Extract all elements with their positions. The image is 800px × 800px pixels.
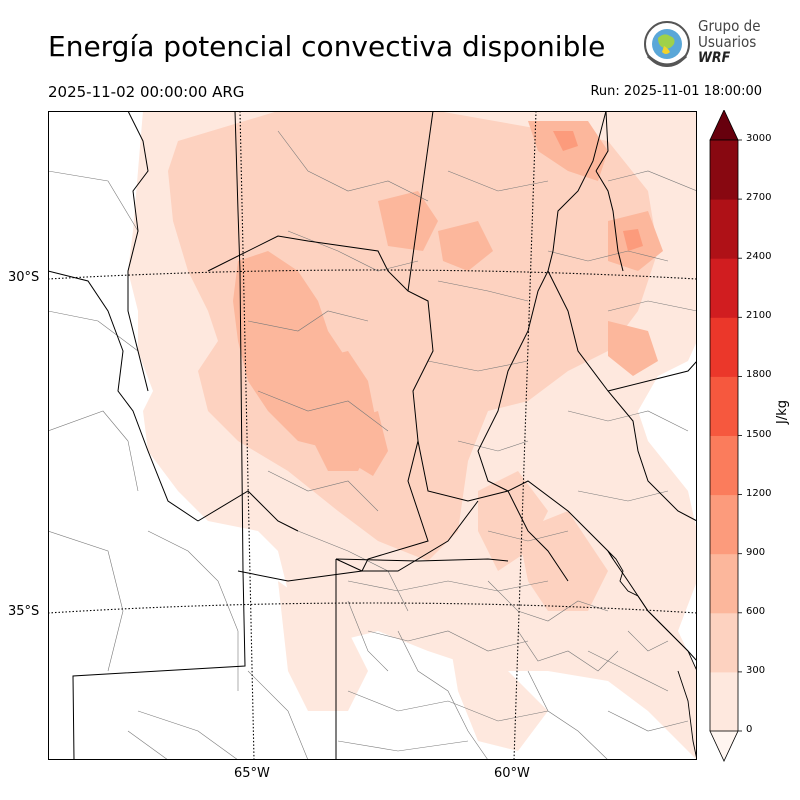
map-frame [48, 111, 697, 760]
lat-label-35s: 35°S [8, 604, 40, 619]
colorbar-bin [710, 376, 738, 436]
lon-label-65w: 65°W [234, 766, 270, 781]
colorbar-under-arrow [709, 730, 739, 762]
cape-field-level-2 [168, 111, 658, 611]
colorbar-tick-label: 300 [746, 664, 766, 676]
valid-time: 2025-11-02 00:00:00 ARG [48, 83, 245, 101]
wrf-logo: Grupo de Usuarios WRF [638, 16, 788, 72]
cape-field-level-4 [553, 131, 643, 251]
colorbar-tick-label: 2400 [746, 251, 772, 263]
colorbar-tick-label: 1200 [746, 487, 772, 499]
colorbar-tick-label: 0 [746, 724, 753, 735]
colorbar-tick-label: 3000 [746, 133, 772, 144]
colorbar-over-arrow [709, 110, 739, 141]
colorbar-bin [710, 494, 738, 555]
logo-line-3: WRF [698, 50, 731, 66]
lon-label-60w: 60°W [494, 766, 530, 781]
colorbar-bin [710, 435, 738, 496]
district-borders [48, 130, 697, 760]
province-borders [48, 111, 697, 760]
colorbar-bin [710, 612, 738, 673]
lat-label-30s: 30°S [8, 270, 40, 285]
colorbar-tick-label: 600 [746, 605, 766, 617]
colorbar-bin [710, 140, 738, 200]
colorbar-bin [710, 553, 738, 614]
map-title: Energía potencial convectiva disponible [48, 30, 606, 63]
graticule [48, 111, 697, 760]
cape-field-level-3 [233, 121, 663, 476]
colorbar-tick-label: 900 [746, 546, 766, 558]
logo-line-1: Grupo de [698, 17, 761, 35]
colorbar-tick-label: 1500 [746, 428, 772, 440]
colorbar-unit: J/kg [775, 400, 790, 424]
colorbar-bin [710, 317, 738, 377]
colorbar-bin [710, 671, 738, 732]
cape-map [48, 111, 697, 760]
run-time: Run: 2025-11-01 18:00:00 [590, 84, 762, 99]
coastline [607, 550, 697, 760]
colorbar-bin [710, 199, 738, 259]
logo-line-2: Usuarios [698, 33, 757, 51]
colorbar-bin [710, 258, 738, 318]
colorbar-tick-label: 2100 [746, 310, 772, 322]
colorbar-tick-label: 2700 [746, 192, 772, 204]
colorbar-tick-label: 1800 [746, 369, 772, 381]
globe-icon [644, 21, 690, 67]
colorbar [709, 110, 742, 762]
